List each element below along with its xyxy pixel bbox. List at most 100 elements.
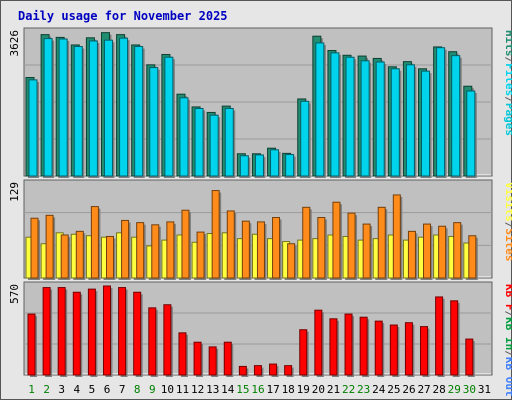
hits-files-bar-files-face	[134, 46, 144, 177]
hits-files-bar-files-face	[224, 107, 234, 177]
x-tick-label: 2	[43, 383, 50, 396]
hits-files-bar-files	[270, 149, 281, 178]
hits-files-bar-files-face	[73, 46, 83, 177]
visits-sites-bar-sites-face	[302, 206, 311, 279]
x-tick-label: 12	[191, 383, 204, 396]
hits-files-bar-files	[285, 154, 296, 178]
kbytes-bar-kb-f	[359, 316, 370, 377]
x-tick-label: 19	[297, 383, 310, 396]
hits-files-bar-files-face	[390, 68, 400, 177]
kbytes-bar-kb-f	[389, 324, 400, 377]
visits-sites-bar-sites	[347, 212, 358, 280]
visits-sites-bar-sites	[226, 210, 237, 280]
kbytes-legend: KB F/KB In/KB Out	[503, 284, 512, 397]
visits-sites-bar-sites	[272, 217, 282, 280]
hits-files-bar-files-face	[43, 38, 53, 177]
kbytes-bar-kb-f-face	[102, 285, 111, 376]
kbytes-bar-kb-f-face	[57, 287, 66, 376]
kbytes-bar-kb-f	[72, 291, 83, 377]
hits-files-bar-files-face	[405, 64, 415, 177]
visits-sites-legend: Visits/Sites	[503, 182, 512, 262]
visits-sites-bar-sites-face	[377, 206, 386, 279]
visits-sites-bar-sites-face	[272, 217, 281, 279]
kbytes-bar-kb-f	[57, 287, 68, 377]
x-tick-label: 31	[478, 383, 491, 396]
kbytes-bar-kb-f	[374, 320, 385, 377]
visits-sites-ymax-label: 129	[8, 182, 21, 202]
visits-sites-bar-sites-face	[166, 221, 175, 279]
visits-sites-bar-sites	[392, 194, 403, 280]
x-tick-label: 4	[74, 383, 81, 396]
x-tick-label: 30	[463, 383, 476, 396]
kbytes-bar-kb-f	[344, 313, 355, 377]
visits-sites-bar-sites-face	[211, 190, 220, 279]
hits-files-bar-files	[421, 70, 432, 178]
kbytes-bar-kb-f-face	[329, 318, 338, 376]
visits-sites-bar-sites	[60, 234, 71, 280]
x-tick-label: 18	[282, 383, 295, 396]
hits-files-bar-files	[451, 55, 462, 179]
kbytes-bar-kb-f-face	[299, 329, 308, 376]
visits-sites-bar-sites	[241, 220, 252, 280]
x-tick-label: 9	[149, 383, 156, 396]
hits-files-bar-files-face	[466, 90, 476, 177]
hits-files-bar-files-face	[209, 114, 219, 177]
kbytes-bar-kb-f-face	[208, 346, 217, 376]
visits-sites-bar-sites-face	[362, 223, 371, 279]
kbytes-bar-kb-f-face	[253, 365, 262, 376]
kbytes-ymax-label: 570	[8, 284, 21, 304]
kbytes-bar-kb-f-face	[148, 307, 157, 376]
kbytes-bar-kb-f	[133, 291, 143, 377]
x-tick-label: 23	[357, 383, 370, 396]
hits-files-bar-files-face	[179, 97, 189, 177]
visits-sites-bar-sites	[211, 190, 222, 280]
kbytes-bar-kb-f	[435, 296, 445, 377]
visits-sites-bar-sites-face	[226, 210, 235, 279]
x-tick-label: 15	[236, 383, 249, 396]
kbytes-bar-kb-f	[284, 365, 294, 377]
hits-files-bar-files	[436, 47, 447, 178]
hits-files-bar-files	[149, 67, 160, 178]
x-tick-label: 21	[327, 383, 340, 396]
kbytes-bar-kb-f-face	[420, 326, 429, 376]
x-tick-label: 29	[448, 383, 461, 396]
visits-sites-bar-sites	[136, 222, 146, 280]
visits-sites-bar-sites-face	[151, 224, 160, 279]
kbytes-bar-kb-f-face	[344, 313, 353, 376]
x-tick-label: 24	[372, 383, 386, 396]
visits-sites-bar-sites	[256, 221, 267, 280]
visits-sites-bar-sites-face	[136, 222, 145, 279]
kbytes-bar-kb-f-face	[465, 338, 474, 376]
kbytes-legend-entry: /	[503, 311, 512, 318]
x-tick-label: 28	[433, 383, 446, 396]
hits-files-bar-files-face	[194, 107, 204, 177]
kbytes-bar-kb-f-face	[314, 309, 323, 376]
visits-sites-bar-sites	[302, 206, 312, 280]
visits-sites-bar-sites-face	[423, 223, 432, 279]
kbytes-bar-kb-f	[42, 287, 53, 377]
visits-sites-bar-sites-face	[75, 230, 84, 279]
hits-files-bar-files-face	[285, 154, 295, 177]
visits-sites-bar-sites	[75, 230, 86, 280]
hits-files-bar-files-face	[345, 56, 355, 177]
hits-files-bar-files-face	[28, 79, 38, 177]
kbytes-bar-kb-f	[163, 304, 173, 377]
hits-files-bar-files-face	[119, 37, 129, 177]
visits-sites-bar-sites	[151, 224, 161, 280]
kbytes-bar-kb-f	[148, 307, 158, 377]
hits-files-bar-files-face	[88, 40, 98, 177]
hits-files-bar-files-face	[149, 67, 159, 177]
x-tick-label: 16	[251, 383, 264, 396]
visits-sites-bar-sites-face	[392, 194, 401, 279]
visits-sites-bar-sites	[317, 217, 327, 280]
kbytes-bar-kb-f-face	[193, 341, 202, 376]
hits-files-bar-files	[315, 42, 326, 178]
visits-sites-bar-sites-face	[438, 225, 447, 279]
kbytes-bar-kb-f	[102, 285, 113, 377]
visits-sites-bar-sites	[30, 217, 40, 280]
visits-sites-bar-sites-face	[317, 217, 326, 279]
hits-files-bar-files	[390, 68, 402, 178]
x-tick-label: 7	[119, 383, 126, 396]
visits-sites-bar-sites	[453, 222, 463, 280]
kbytes-bar-kb-f-face	[450, 300, 459, 376]
